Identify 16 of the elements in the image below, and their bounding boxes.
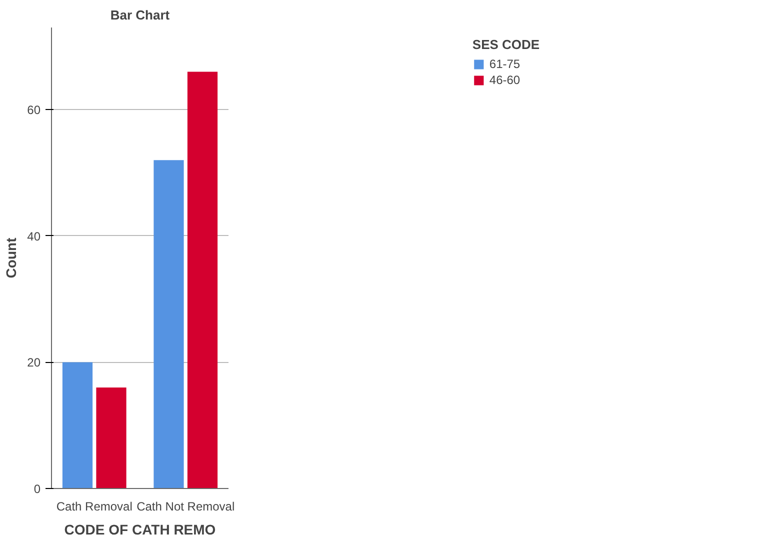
bar (154, 160, 184, 488)
bar (187, 72, 218, 488)
bar (96, 387, 126, 488)
y-axis-title: Count (3, 237, 20, 278)
legend-label: 61-75 (489, 57, 520, 71)
bar (62, 362, 93, 488)
x-axis-title: CODE OF CATH REMO (64, 522, 216, 538)
y-tick-label: 60 (27, 103, 41, 118)
y-tick-label: 40 (27, 229, 41, 244)
x-tick-label: Cath Removal (56, 500, 132, 514)
legend-label: 46-60 (489, 73, 520, 87)
chart-title: Bar Chart (110, 8, 170, 22)
x-tick-label: Cath Not Removal (136, 500, 235, 514)
legend-title: SES CODE (472, 37, 540, 52)
y-tick-label: 0 (34, 482, 41, 496)
y-tick-label: 20 (27, 356, 41, 370)
